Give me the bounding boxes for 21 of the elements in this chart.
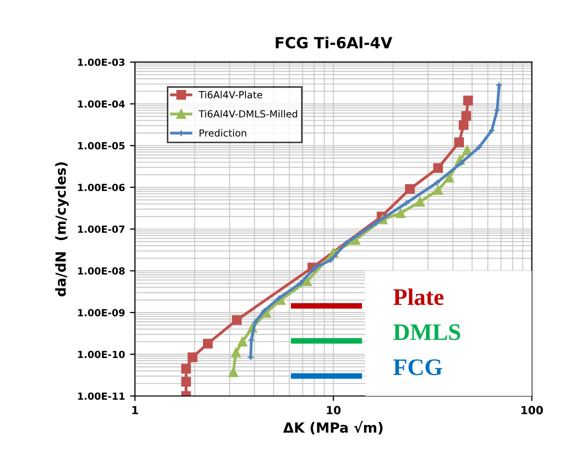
y-axis-title: da/dN (m/cycles) [55,162,69,296]
y-tick-label: 1.00E-07 [78,226,124,233]
x-tick-label: 10 [326,406,341,414]
y-tick-label: 1.00E-10 [78,350,125,358]
chart-title: FCG Ti-6Al-4V [276,36,392,48]
x-tick-label: 100 [522,406,543,414]
x-tick-label: 1 [132,406,138,414]
annotation: Plate [393,288,444,306]
y-tick-label: 1.00E-06 [78,184,125,192]
legend-label: Prediction [200,129,246,137]
y-tick-label: 1.00E-11 [78,392,125,400]
annotation: FCG [393,359,442,376]
x-axis-title: ΔK (MPa √m) [283,420,383,434]
annotation: DMLS [393,324,460,340]
y-tick-label: 1.00E-09 [78,309,125,316]
y-tick-label: 1.00E-05 [78,142,125,150]
y-tick-label: 1.00E-08 [78,267,125,275]
y-tick-label: 1.00E-03 [78,58,124,66]
legend-label: Ti6Al4V-DMLS-Milled [198,110,298,118]
y-tick-label: 1.00E-04 [78,100,125,108]
legend-label: Ti6Al4V-Plate [198,90,262,98]
